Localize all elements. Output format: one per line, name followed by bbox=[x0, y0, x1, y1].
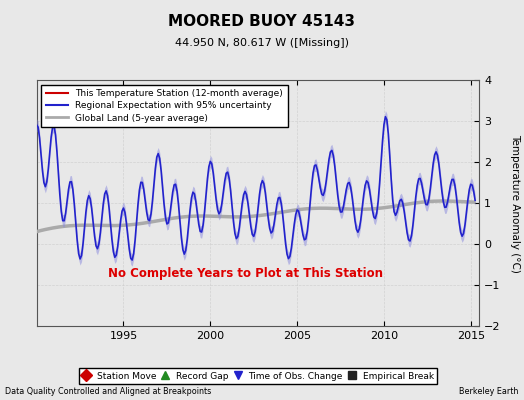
Text: 44.950 N, 80.617 W ([Missing]): 44.950 N, 80.617 W ([Missing]) bbox=[175, 38, 349, 48]
Text: Data Quality Controlled and Aligned at Breakpoints: Data Quality Controlled and Aligned at B… bbox=[5, 387, 212, 396]
Text: Berkeley Earth: Berkeley Earth bbox=[460, 387, 519, 396]
Legend: Station Move, Record Gap, Time of Obs. Change, Empirical Break: Station Move, Record Gap, Time of Obs. C… bbox=[79, 368, 438, 384]
Text: No Complete Years to Plot at This Station: No Complete Years to Plot at This Statio… bbox=[107, 267, 383, 280]
Text: MOORED BUOY 45143: MOORED BUOY 45143 bbox=[169, 14, 355, 29]
Y-axis label: Temperature Anomaly (°C): Temperature Anomaly (°C) bbox=[510, 134, 520, 272]
